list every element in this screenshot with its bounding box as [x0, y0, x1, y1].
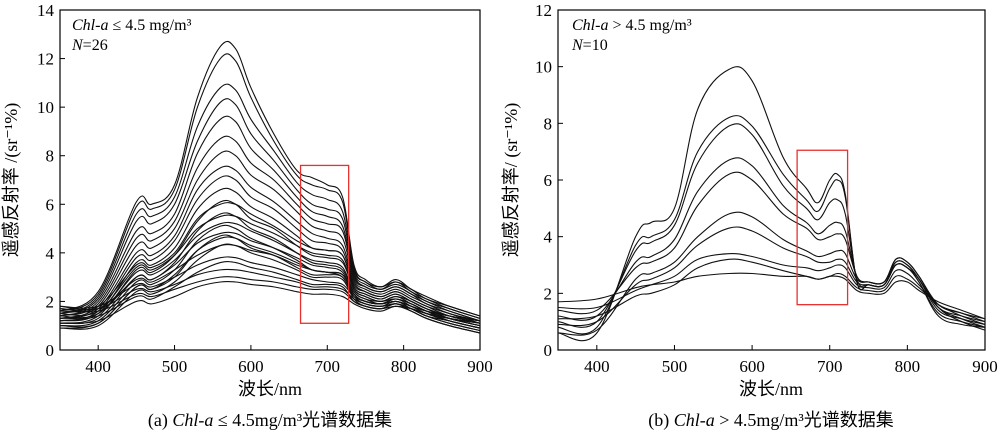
panel-a-y-tick-label: 0: [46, 341, 55, 360]
panel-b-x-tick-label: 600: [739, 357, 765, 376]
panel-b-y-tick-label: 2: [544, 284, 553, 303]
panel-a-plot-frame: [59, 9, 481, 351]
panel-a-count-label: N: [71, 37, 84, 54]
panel-b-x-tick-label: 500: [662, 357, 688, 376]
panel-a-caption-prefix: (a): [148, 410, 172, 431]
panel-a-series-line-20: [59, 236, 481, 332]
panel-a-y-axis-title: 遥感反射率 /(sr⁻¹%): [1, 103, 22, 257]
panel-a-series-line-21: [59, 231, 481, 329]
panel-b-y-tick-label: 6: [544, 171, 553, 190]
panel-a-annotation-chl: Chl-a: [72, 17, 108, 34]
panel-a-series-line-12: [59, 83, 481, 319]
panel-b-annotation-rest: > 4.5 mg/m³: [608, 17, 691, 34]
panel-a-series-line-14: [59, 40, 481, 317]
panel-a-y-tick-label: 2: [46, 292, 55, 311]
panel-a-y-tick-label: 12: [37, 50, 54, 69]
panel-a-caption-rest: ≤ 4.5mg/m³光谱数据集: [213, 410, 392, 430]
panel-b-annotation: Chl-a > 4.5 mg/m³: [572, 17, 692, 34]
panel-b-caption-rest: > 4.5mg/m³光谱数据集: [715, 410, 894, 430]
panel-a-series-line-7: [59, 165, 481, 324]
panel-a-series-line-10: [59, 115, 481, 322]
panel-a-annotation-rest: ≤ 4.5 mg/m³: [108, 17, 191, 34]
panel-b-series-line-4: [557, 157, 986, 323]
panel-b-series-line-8: [557, 253, 986, 323]
panel-a-series-line-24: [59, 244, 481, 322]
panel-a-series-line-18: [59, 261, 481, 329]
panel-b-series-group: [557, 66, 986, 342]
panel-a-caption: (a) Chl-a ≤ 4.5mg/m³光谱数据集: [148, 410, 392, 431]
panel-a-x-tick-label: 800: [391, 357, 417, 376]
panel-a-series-line-11: [59, 98, 481, 319]
panel-a-x-tick-label: 600: [238, 357, 264, 376]
panel-b-y-tick-label: 0: [544, 341, 553, 360]
panel-a-y-tick-label: 14: [37, 1, 55, 20]
panel-b-highlight-box: [796, 149, 849, 306]
panel-b-caption-chl: Chl-a: [674, 410, 715, 430]
panel-a-series-line-4: [59, 199, 481, 327]
panel-a-y-tick-label: 10: [37, 98, 54, 117]
panel-b-count-label: N: [571, 37, 584, 54]
panel-a-chart: 400 500 600 700 800 900 0 2 4 6 8 10 12 14 Chl-a ≤ 4…: [1, 1, 493, 431]
panel-b-x-tick-label: 900: [972, 357, 998, 376]
panel-a-x-tick-label: 700: [315, 357, 341, 376]
panel-a-series-line-13: [59, 53, 481, 317]
panel-a-series-line-26: [59, 280, 481, 334]
panel-a-y-tick-label: 4: [46, 244, 55, 263]
panel-b-annotation-chl: Chl-a: [572, 17, 608, 34]
panel-b-chart: 400 500 600 700 800 900 0 2 4 6 8 10 12 Chl-a > 4.5…: [501, 1, 998, 431]
panel-a-x-axis-title: 波长/nm: [238, 379, 302, 399]
panel-a-annotation: Chl-a ≤ 4.5 mg/m³: [72, 17, 192, 34]
panel-b-series-line-1: [557, 66, 986, 342]
panel-b-y-tick-label: 12: [535, 1, 552, 20]
panel-a-series-group: [59, 40, 481, 334]
panel-b-x-tick-label: 800: [895, 357, 921, 376]
panel-a-series-line-25: [59, 202, 481, 324]
panel-b-y-tick-label: 8: [544, 114, 553, 133]
panel-a-series-line-23: [59, 214, 481, 327]
panel-a-series-line-8: [59, 150, 481, 322]
panel-a-count-value: =26: [83, 37, 108, 54]
panel-b-x-tick-label: 400: [584, 357, 610, 376]
panel-b-series-line-7: [557, 226, 986, 328]
panel-a-count: N=26: [71, 37, 108, 54]
panel-b-y-axis-title: 遥感反射率/ (sr⁻¹%): [501, 103, 522, 257]
panel-b-x-tick-label: 700: [817, 357, 843, 376]
panel-b-y-ticks: 0 2 4 6 8 10 12: [535, 1, 563, 360]
panel-a-x-tick-label: 900: [467, 357, 493, 376]
panel-b-series-line-2: [557, 115, 986, 335]
panel-a-caption-chl: Chl-a: [172, 410, 213, 430]
panel-b-caption: (b) Chl-a > 4.5mg/m³光谱数据集: [648, 410, 894, 431]
panel-a-y-tick-label: 6: [46, 195, 55, 214]
panel-a-x-tick-label: 400: [85, 357, 111, 376]
panel-a-x-ticks: 400 500 600 700 800 900: [85, 345, 493, 376]
panel-b-series-line-10: [557, 258, 986, 326]
panel-a-y-ticks: 0 2 4 6 8 10 12 14: [37, 1, 65, 360]
panel-b-y-tick-label: 4: [544, 228, 553, 247]
panel-a-series-line-22: [59, 221, 481, 329]
panel-a-y-tick-label: 8: [46, 147, 55, 166]
panel-b-caption-prefix: (b): [648, 410, 674, 431]
panel-b-x-axis-title: 波长/nm: [739, 379, 803, 399]
panel-a-series-line-19: [59, 243, 481, 334]
panel-b-count-value: =10: [583, 37, 608, 54]
panel-b-series-line-6: [557, 211, 986, 336]
panel-b-y-tick-label: 10: [535, 58, 552, 77]
panel-b-count: N=10: [571, 37, 608, 54]
panel-b-x-ticks: 400 500 600 700 800 900: [584, 345, 998, 376]
panel-a-x-tick-label: 500: [162, 357, 188, 376]
panel-a-highlight-box: [299, 164, 350, 324]
